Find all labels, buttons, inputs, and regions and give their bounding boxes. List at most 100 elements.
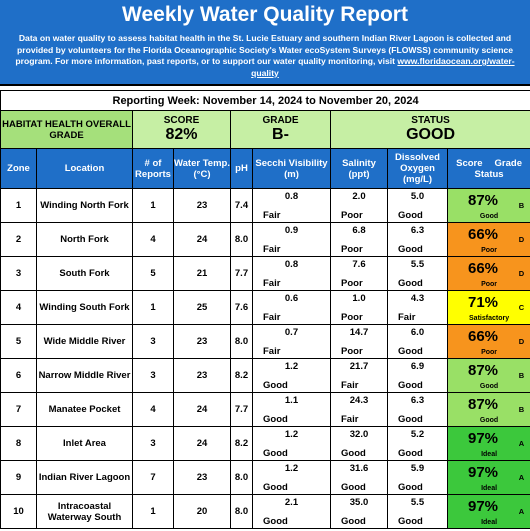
salinity-cell: 24.3 Fair [330, 392, 388, 427]
salinity-rating: Good [341, 481, 366, 493]
summary-status: STATUS GOOD [329, 110, 530, 149]
score-value: 66% [468, 260, 499, 277]
temp-cell: 21 [173, 256, 231, 291]
salinity-value: 32.0 [349, 428, 369, 440]
data-row: 2 North Fork 4 24 8.0 0.9 Fair 6.8 Poor 6.3 Good 66… [0, 222, 530, 257]
table-body: 1 Winding North Fork 1 23 7.4 0.8 Fair 2.0 Poor 5… [0, 188, 530, 529]
secchi-rating: Good [263, 515, 288, 527]
secchi-rating: Good [263, 481, 288, 493]
data-row: 5 Wide Middle River 3 23 8.0 0.7 Fair 14.7 Poor 6… [0, 324, 530, 359]
grade-value: B [518, 201, 525, 210]
oxygen-value: 5.5 [410, 258, 425, 270]
value-pair: 1.0 Poor [332, 292, 387, 323]
status-value: Satisfactory [469, 315, 510, 322]
ph-cell: 8.0 [230, 222, 253, 257]
value-pair: 6.8 Poor [332, 224, 387, 255]
status-value: Good [479, 213, 499, 220]
value-pair: 24.3 Fair [332, 395, 387, 425]
temp-cell: 23 [173, 188, 231, 223]
summary-row: HABITAT HEALTH OVERALL GRADE SCORE 82% GR… [0, 110, 530, 149]
column-headers: Zone Location # of Reports Water Temp. (°C)… [0, 148, 530, 189]
reports-cell: 7 [132, 460, 174, 495]
reports-cell: 1 [132, 494, 174, 529]
value-pair: 0.7 Fair [254, 327, 330, 357]
location-cell: Narrow Middle River [36, 358, 133, 393]
column-header: Salinity (ppt) [330, 148, 388, 189]
oxygen-value: 4.3 [410, 292, 425, 304]
status-value: Poor [481, 349, 498, 356]
location-cell: Intracoastal Waterway South [36, 494, 133, 529]
oxygen-cell: 5.5 Good [387, 494, 448, 529]
score-value: 71% [468, 294, 499, 311]
secchi-value: 1.2 [284, 428, 299, 440]
score-value: 97% [468, 430, 499, 447]
zone-cell: 1 [0, 188, 37, 223]
description-text: Data on water quality to assess habitat … [15, 33, 513, 66]
oxygen-value: 6.9 [410, 360, 425, 372]
salinity-rating: Fair [341, 413, 359, 425]
salinity-value: 35.0 [349, 496, 369, 508]
temp-cell: 25 [173, 290, 231, 325]
oxygen-rating: Good [398, 379, 423, 391]
secchi-value: 0.8 [284, 190, 299, 202]
salinity-value: 31.6 [349, 462, 369, 474]
secchi-cell: 0.7 Fair [252, 324, 331, 359]
salinity-value: 6.8 [352, 224, 366, 236]
secchi-cell: 0.9 Fair [252, 222, 331, 257]
secchi-cell: 1.2 Good [252, 460, 331, 495]
column-header: Water Temp. (°C) [173, 148, 231, 189]
secchi-value: 0.8 [284, 258, 299, 270]
location-cell: Winding South Fork [36, 290, 133, 325]
oxygen-value: 5.0 [410, 190, 425, 202]
value-pair: 0.6 Fair [254, 293, 330, 323]
secchi-rating: Good [263, 379, 288, 391]
score-cell: 87% B Good [446, 358, 530, 393]
salinity-value: 7.6 [352, 258, 366, 270]
status-value: Ideal [481, 485, 498, 492]
reporting-week: Reporting Week: November 14, 2024 to Nov… [0, 90, 530, 111]
zone-cell: 9 [0, 460, 37, 495]
data-row: 8 Inlet Area 3 24 8.2 1.2 Good 32.0 Good 5.2 Good 9… [0, 426, 530, 461]
grade-label: GRADE [262, 115, 299, 126]
salinity-value: 1.0 [352, 292, 366, 304]
ph-cell: 8.0 [230, 324, 253, 359]
value-pair: 6.3 Good [389, 395, 447, 425]
score-box: 97% A Ideal [449, 462, 530, 494]
secchi-rating: Good [263, 413, 288, 425]
salinity-cell: 35.0 Good [330, 494, 388, 529]
score-cell: 87% B Good [446, 392, 530, 427]
value-pair: 1.2 Good [254, 428, 330, 459]
salinity-cell: 6.8 Poor [330, 222, 388, 257]
score-box: 66% D Poor [449, 224, 530, 256]
ph-cell: 8.0 [230, 494, 253, 529]
value-pair: 14.7 Poor [332, 327, 387, 357]
reports-cell: 5 [132, 256, 174, 291]
oxygen-value: 5.2 [410, 428, 425, 440]
oxygen-value: 6.0 [410, 326, 425, 338]
score-value: 97% [468, 464, 499, 481]
website-link[interactable]: www.floridaocean.org/water-quality [251, 56, 515, 78]
value-pair: 5.5 Good [389, 258, 447, 289]
header: Weekly Water Quality Report Data on wate… [0, 0, 530, 86]
location-cell: Indian River Lagoon [36, 460, 133, 495]
oxygen-cell: 6.0 Good [387, 324, 448, 359]
oxygen-value: 5.5 [410, 496, 425, 508]
score-header: Score Grade Status [446, 148, 530, 189]
oxygen-cell: 6.9 Good [387, 358, 448, 393]
secchi-cell: 0.6 Fair [252, 290, 331, 325]
score-column-header: Score [456, 157, 483, 169]
value-pair: 5.5 Good [389, 496, 447, 527]
oxygen-rating: Good [398, 345, 423, 357]
temp-cell: 24 [173, 222, 231, 257]
grade-value: A [518, 473, 525, 482]
salinity-value: 2.0 [352, 190, 366, 202]
reports-cell: 4 [132, 392, 174, 427]
reports-cell: 1 [132, 188, 174, 223]
data-row: 9 Indian River Lagoon 7 23 8.0 1.2 Good 31.6 Goo… [0, 460, 530, 495]
ph-cell: 8.2 [230, 426, 253, 461]
secchi-rating: Good [263, 447, 288, 459]
zone-cell: 2 [0, 222, 37, 257]
oxygen-value: 6.3 [410, 224, 425, 236]
secchi-value: 1.2 [284, 462, 299, 474]
